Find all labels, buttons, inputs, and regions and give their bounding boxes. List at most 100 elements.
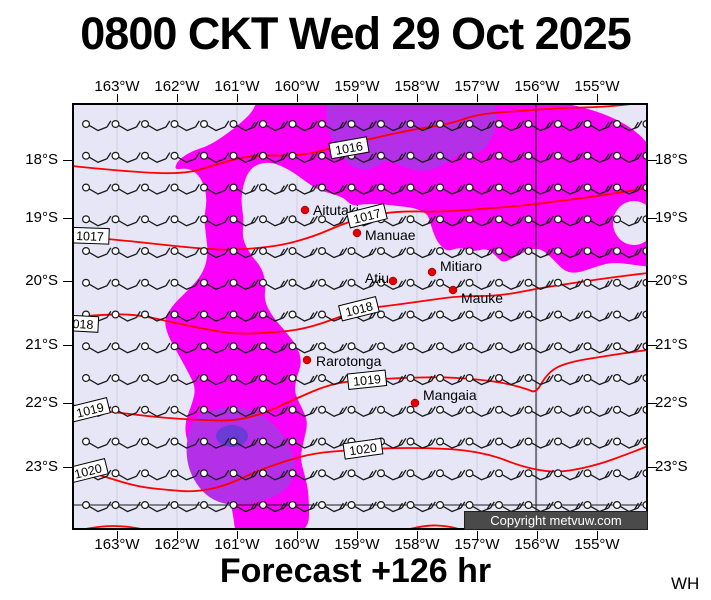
station-circle [111, 215, 120, 224]
wind-barb [465, 342, 495, 354]
lat-tick-right [648, 218, 657, 219]
station-circle [612, 405, 621, 414]
wind-barb [259, 151, 289, 163]
lon-label-top: 159°W [334, 78, 380, 95]
station-circle [465, 247, 474, 256]
station-circle [318, 119, 327, 128]
lon-tick-bottom [537, 531, 538, 539]
wind-barb [81, 501, 112, 513]
lat-tick-right [648, 345, 657, 346]
wind-barb [229, 247, 259, 259]
lon-tick-bottom [417, 531, 418, 539]
station-circle [524, 215, 533, 224]
station-circle [436, 374, 445, 383]
wind-barb [81, 247, 112, 259]
station-circle [141, 374, 150, 383]
station-circle [553, 374, 562, 383]
wind-barb [583, 119, 613, 132]
lon-label-bottom: 156°W [514, 536, 560, 553]
wind-barb [495, 469, 525, 481]
station-circle [553, 469, 562, 478]
lat-tick-left [63, 218, 72, 219]
wind-barb [111, 151, 141, 163]
station-circle [200, 119, 209, 128]
island-dot [448, 285, 458, 295]
wind-barb [436, 374, 466, 386]
wind-barb [436, 215, 466, 227]
wind-barb [318, 183, 348, 195]
wind-barb [583, 278, 613, 290]
isobar-value-text: 1020 [348, 441, 378, 459]
station-circle [229, 469, 238, 478]
station-circle [318, 215, 327, 224]
wind-barb [141, 183, 171, 195]
lat-label-left: 19°S [25, 209, 58, 226]
station-circle [200, 469, 209, 478]
isobar-edge-arc [405, 524, 463, 531]
station-circle [288, 501, 297, 510]
station-circle [612, 501, 621, 510]
station-circle [406, 437, 415, 446]
wind-barb [170, 501, 200, 513]
wind-barb [406, 183, 436, 195]
station-circle [141, 151, 150, 160]
wind-barb [111, 247, 141, 259]
wind-barb [465, 183, 495, 195]
wind-barb [229, 183, 259, 195]
station-circle [612, 151, 621, 160]
station-circle [583, 247, 592, 256]
wind-barb [553, 215, 584, 227]
station-circle [200, 374, 209, 383]
wind-barb [200, 342, 230, 354]
station-circle [229, 151, 238, 160]
lon-tick-top [177, 94, 178, 102]
station-circle [200, 247, 209, 256]
station-circle [553, 215, 562, 224]
wind-barb [436, 310, 466, 322]
wind-barb [436, 151, 466, 163]
wind-barb [495, 247, 525, 259]
wind-barb [288, 469, 318, 481]
wind-barb [377, 310, 407, 322]
station-circle [553, 437, 562, 446]
station-circle [406, 278, 415, 287]
station-circle [81, 501, 90, 510]
lon-tick-bottom [357, 531, 358, 539]
station-circle [141, 437, 150, 446]
station-circle [170, 278, 179, 287]
wind-barb [495, 310, 525, 322]
station-circle [229, 437, 238, 446]
wind-barb [229, 119, 259, 132]
map-area: Aitutaki Manuae Atiu Mitiaro Mauke Rarotonga M… [66, 95, 672, 538]
station-circle [465, 374, 474, 383]
wind-barb [406, 151, 436, 163]
island-mangaia: Mangaia [410, 387, 477, 408]
station-circle [406, 405, 415, 414]
island-label: Mauke [461, 290, 503, 306]
station-circle [200, 151, 209, 160]
wind-barb [583, 469, 613, 481]
lat-label-right: 19°S [655, 209, 688, 226]
lon-tick-top [597, 94, 598, 102]
station-circle [229, 501, 238, 510]
station-circle [495, 215, 504, 224]
lat-tick-right [648, 467, 657, 468]
wind-barb [81, 278, 112, 290]
station-circle [141, 342, 150, 351]
wind-barb [377, 247, 407, 259]
station-circle [200, 342, 209, 351]
station-circle [406, 183, 415, 192]
station-circle [553, 119, 562, 128]
station-circle [288, 469, 297, 478]
station-circle [436, 405, 445, 414]
lat-label-left: 18°S [25, 151, 58, 168]
wind-barb [288, 151, 318, 163]
station-circle [436, 310, 445, 319]
wind-barb [406, 342, 436, 354]
wind-barb [436, 469, 466, 481]
lon-tick-bottom [177, 531, 178, 539]
station-circle [170, 469, 179, 478]
station-circle [377, 501, 386, 510]
station-circle [318, 151, 327, 160]
isobar-value-text: 1019 [75, 400, 105, 420]
